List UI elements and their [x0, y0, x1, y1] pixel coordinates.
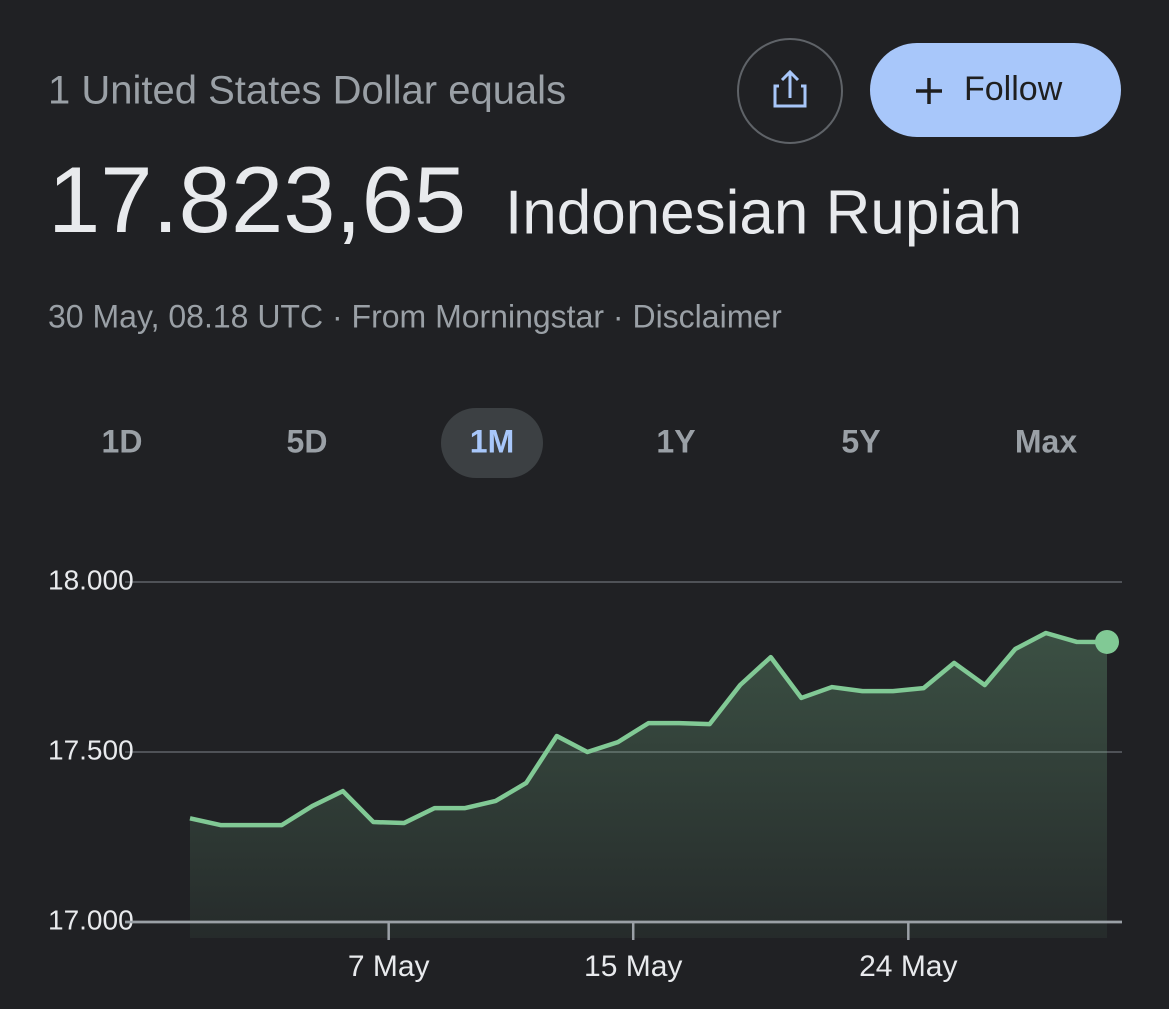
- source-meta: 30 May, 08.18 UTC · From Morningstar · D…: [48, 298, 782, 334]
- x-tick-label: 24 May: [859, 950, 957, 983]
- currency-name: Indonesian Rupiah: [505, 178, 1022, 247]
- y-tick-label: 18.000: [48, 564, 134, 595]
- x-tick-label: 7 May: [348, 950, 430, 983]
- y-tick-label: 17.000: [48, 904, 134, 935]
- share-button[interactable]: [737, 38, 843, 144]
- range-tab[interactable]: 1D: [102, 423, 143, 459]
- area: [190, 633, 1107, 938]
- follow-button[interactable]: Follow: [870, 43, 1121, 137]
- range-tabs: 1D 5D 1M 1Y 5Y Max: [102, 408, 1077, 478]
- x-tick-label: 15 May: [584, 950, 682, 983]
- last-point: [1095, 629, 1119, 654]
- rate-value: 17.823,65: [48, 147, 466, 252]
- range-tab[interactable]: 5D: [287, 423, 328, 459]
- range-tab[interactable]: 5Y: [841, 423, 880, 459]
- follow-label: Follow: [964, 70, 1063, 108]
- y-tick-label: 17.500: [48, 734, 134, 765]
- range-tab[interactable]: Max: [1015, 423, 1077, 459]
- line: [189, 630, 1108, 828]
- lead-text: 1 United States Dollar equals: [48, 69, 566, 113]
- selected-tab-bg[interactable]: [441, 408, 543, 478]
- chart: 17.000 17.500 18.000 7 May 15 May 24 May: [48, 564, 1122, 983]
- range-tab[interactable]: 1M: [470, 423, 514, 459]
- range-tab[interactable]: 1Y: [656, 423, 695, 459]
